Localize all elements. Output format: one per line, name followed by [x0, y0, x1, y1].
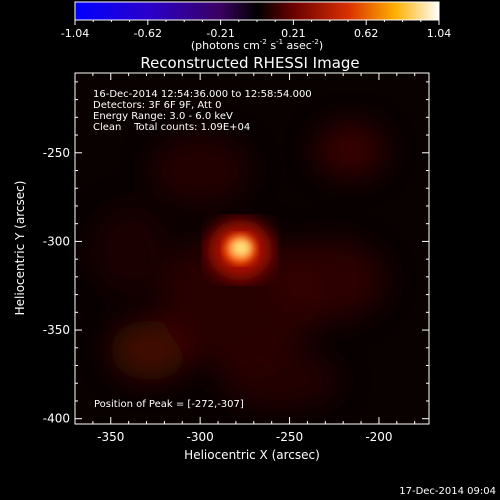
- colorbar-units: (photons cm-2 s-1 asec-2): [191, 38, 323, 52]
- image-panel: [74, 72, 430, 425]
- timestamp: 17-Dec-2014 09:04: [399, 486, 496, 497]
- colorbar-tick-label: 1.04: [427, 27, 452, 40]
- y-tick-label: -250: [43, 146, 70, 160]
- x-tick-label: -250: [276, 430, 303, 444]
- y-axis-label: Heliocentric Y (arcsec): [13, 181, 27, 316]
- colorbar-gradient: [74, 1, 440, 21]
- info-time-range: 16-Dec-2014 12:54:36.000 to 12:58:54.000: [93, 89, 312, 100]
- colorbar-tick-label: -1.04: [61, 27, 89, 40]
- y-tick-label: -300: [43, 234, 70, 248]
- colorbar-tick-label: 0.62: [354, 27, 379, 40]
- x-axis-ticks: -350 -300 -250 -200: [92, 73, 416, 444]
- colorbar-ticks: -1.04 -0.62 -0.21 0.21 0.62 1.04: [61, 20, 451, 40]
- info-counts: Clean Total counts: 1.09E+04: [93, 122, 250, 133]
- colorbar-tick-label: -0.62: [134, 27, 162, 40]
- info-detectors: Detectors: 3F 6F 9F, Att 0: [93, 100, 221, 111]
- peak-position-label: Position of Peak = [-272,-307]: [94, 399, 244, 410]
- plot-frame: [74, 72, 430, 425]
- source-core: [224, 234, 256, 264]
- plot-title: Reconstructed RHESSI Image: [140, 54, 359, 72]
- x-tick-label: -350: [97, 430, 124, 444]
- y-tick-label: -350: [43, 323, 70, 337]
- colorbar: -1.04 -0.62 -0.21 0.21 0.62 1.04 (photons cm-…: [61, 1, 451, 52]
- colorbar-tick-label: 0.21: [281, 27, 306, 40]
- info-energy-range: Energy Range: 3.0 - 6.0 keV: [93, 111, 233, 122]
- y-axis-ticks: -250 -300 -350 -400: [43, 81, 429, 426]
- x-axis-label: Heliocentric X (arcsec): [184, 448, 320, 462]
- x-tick-label: -300: [187, 430, 214, 444]
- diffuse-emission: [90, 122, 385, 408]
- colorbar-tick-label: -0.21: [206, 27, 234, 40]
- x-tick-label: -200: [365, 430, 392, 444]
- y-tick-label: -400: [43, 412, 70, 426]
- observation-info: 16-Dec-2014 12:54:36.000 to 12:58:54.000…: [93, 89, 312, 133]
